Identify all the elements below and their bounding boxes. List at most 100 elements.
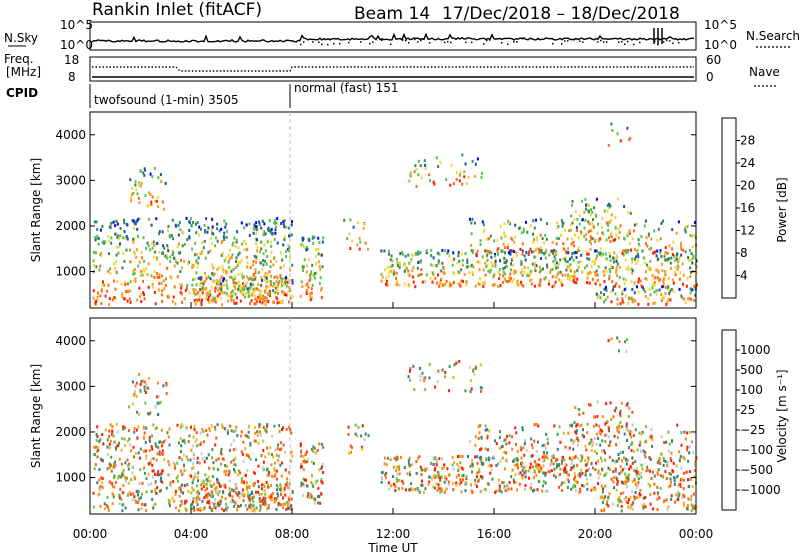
- velocity-cell: [264, 455, 267, 459]
- power-cell: [100, 289, 103, 293]
- power-cell: [508, 249, 511, 253]
- velocity-cell: [567, 473, 570, 477]
- power-cell: [603, 209, 606, 213]
- power-cell: [440, 269, 443, 273]
- power-cell: [358, 247, 361, 251]
- power-cell: [176, 245, 179, 249]
- velocity-cell: [110, 481, 113, 485]
- power-cell: [445, 279, 448, 283]
- power-cell: [609, 270, 612, 274]
- power-cell: [584, 197, 587, 201]
- power-cell: [218, 287, 221, 291]
- velocity-cell: [543, 453, 546, 457]
- velocity-cell: [574, 430, 577, 434]
- velocity-cell: [591, 441, 594, 445]
- power-cell: [553, 263, 556, 267]
- velocity-cell: [160, 476, 163, 480]
- power-cell: [463, 175, 466, 179]
- velocity-cell: [538, 463, 541, 467]
- power-cell: [476, 260, 479, 264]
- velocity-cell: [629, 495, 632, 499]
- power-cell: [171, 299, 174, 303]
- velocity-cell: [627, 429, 630, 433]
- velocity-cell: [285, 427, 288, 431]
- power-cell: [322, 236, 325, 240]
- power-cell: [94, 301, 97, 305]
- power-cell: [204, 271, 207, 275]
- velocity-cell: [408, 488, 411, 492]
- velocity-cell: [152, 423, 155, 427]
- power-cell: [117, 251, 120, 255]
- velocity-cell: [440, 489, 443, 493]
- power-cell: [177, 223, 180, 227]
- velocity-cell: [267, 485, 269, 489]
- power-cell: [178, 220, 181, 224]
- velocity-y-tick-label: 1000: [55, 471, 86, 485]
- power-cell: [662, 295, 665, 299]
- velocity-cell: [604, 458, 607, 462]
- velocity-cell: [215, 458, 218, 462]
- power-cell: [504, 251, 506, 255]
- power-cell: [472, 265, 475, 269]
- power-cell: [666, 251, 669, 255]
- velocity-cell: [111, 429, 114, 433]
- velocity-cell: [477, 425, 480, 429]
- velocity-cell: [649, 484, 651, 488]
- velocity-cell: [618, 340, 621, 344]
- velocity-cell: [93, 467, 96, 471]
- velocity-cell: [584, 473, 587, 477]
- velocity-cell: [597, 476, 600, 480]
- velocity-cell: [500, 490, 503, 494]
- velocity-cell: [143, 431, 146, 435]
- velocity-cell: [236, 434, 239, 438]
- power-cell: [590, 264, 593, 268]
- power-cell: [385, 282, 387, 286]
- velocity-cell: [206, 495, 209, 499]
- velocity-cell: [605, 433, 608, 437]
- power-cell: [212, 232, 215, 236]
- power-cell: [113, 296, 116, 300]
- velocity-cell: [639, 440, 642, 444]
- power-colorbar-tick-label: 4: [740, 269, 748, 283]
- power-cell: [684, 225, 687, 229]
- velocity-cell: [281, 461, 284, 465]
- velocity-cell: [145, 477, 148, 481]
- velocity-cell: [440, 475, 443, 479]
- velocity-cell: [109, 423, 112, 427]
- power-cell: [415, 168, 418, 172]
- power-cell: [289, 255, 291, 259]
- velocity-cell: [623, 432, 626, 436]
- power-cell: [464, 162, 467, 166]
- power-cell: [554, 258, 557, 261]
- velocity-cell: [673, 482, 676, 486]
- power-cell: [112, 220, 115, 224]
- power-cell: [674, 270, 677, 274]
- velocity-cell: [145, 457, 148, 461]
- velocity-cell: [484, 447, 487, 451]
- power-cell: [135, 220, 138, 224]
- velocity-cell: [207, 453, 210, 457]
- power-cell: [636, 259, 639, 263]
- power-cell: [321, 240, 324, 244]
- velocity-cell: [277, 486, 280, 489]
- power-cell: [246, 255, 248, 259]
- power-cell: [673, 259, 676, 263]
- velocity-cell: [546, 456, 549, 460]
- power-cell: [467, 264, 470, 268]
- velocity-cell: [229, 424, 232, 428]
- power-cell: [409, 259, 412, 263]
- velocity-cell: [559, 467, 562, 471]
- velocity-cell: [677, 483, 680, 487]
- power-cell: [225, 256, 228, 260]
- power-cell: [205, 275, 208, 279]
- velocity-cell: [661, 475, 664, 479]
- power-cell: [282, 243, 285, 247]
- power-cell: [539, 268, 542, 272]
- velocity-cell: [638, 443, 641, 447]
- power-cell: [161, 289, 164, 293]
- power-cell: [220, 253, 223, 257]
- velocity-cell: [617, 498, 620, 502]
- power-cell: [560, 233, 562, 237]
- power-cell: [580, 199, 583, 203]
- power-cell: [615, 270, 618, 274]
